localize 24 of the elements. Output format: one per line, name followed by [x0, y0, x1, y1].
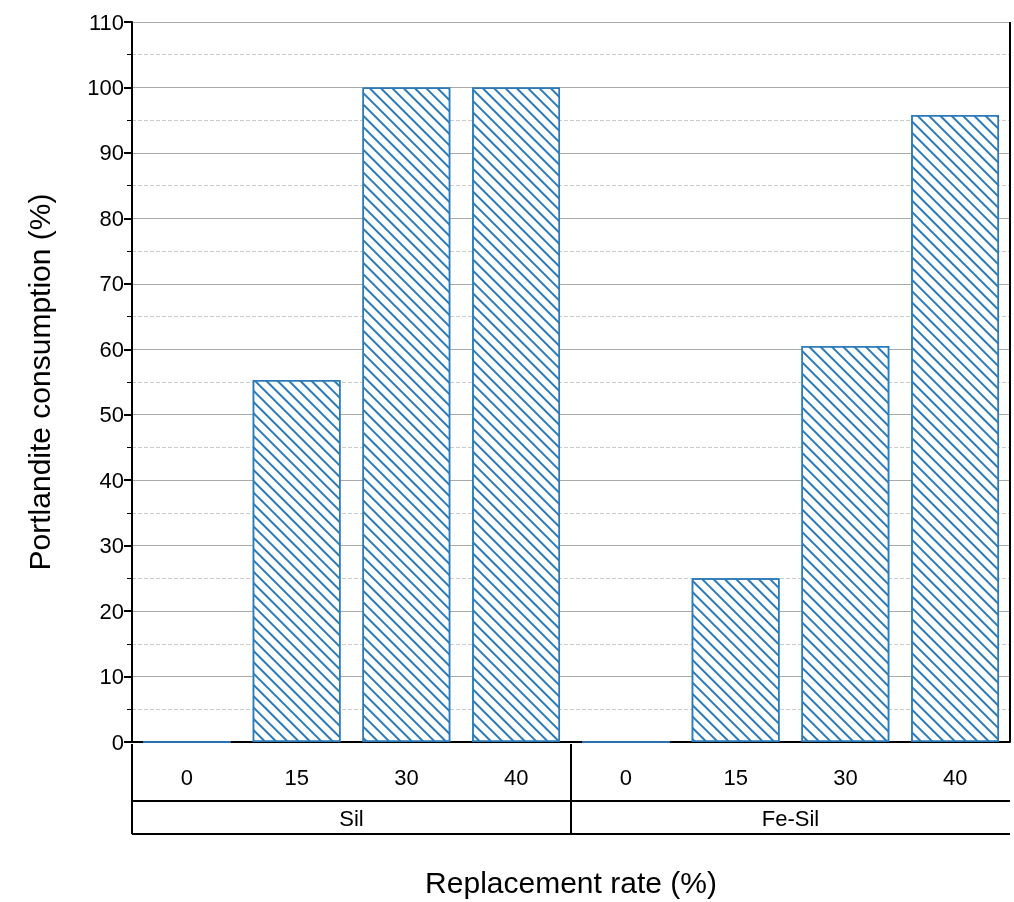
- y-tick-label: 0: [111, 729, 124, 755]
- y-tick-label: 90: [99, 140, 124, 166]
- x-tick-label: 30: [394, 764, 419, 790]
- y-tick-label: 80: [99, 205, 124, 231]
- y-tick-label: 110: [88, 9, 124, 35]
- x-tick-label: 40: [503, 764, 529, 790]
- y-tick-label: 50: [99, 402, 124, 428]
- x-tick-label: 15: [284, 764, 309, 790]
- y-tick-label: 70: [99, 271, 124, 297]
- y-tick-label: 40: [99, 467, 124, 493]
- x-tick-label: 0: [619, 764, 632, 790]
- y-tick-label: 100: [87, 74, 124, 100]
- y-tick-label: 60: [99, 336, 124, 362]
- x-tick-label: 15: [723, 764, 748, 790]
- x-axis-title: Replacement rate (%): [425, 865, 717, 899]
- y-tick-label: 10: [99, 664, 124, 690]
- x-tick-label: 0: [180, 764, 193, 790]
- x-tick-label: 40: [942, 764, 968, 790]
- y-tick-label: 20: [99, 598, 124, 624]
- text: Sil: [339, 805, 364, 831]
- text: Fe-Sil: [761, 805, 820, 831]
- y-axis-title: Portlandite consumption (%): [22, 193, 56, 571]
- x-tick-label: 30: [833, 764, 858, 790]
- y-tick-label: 30: [99, 533, 124, 559]
